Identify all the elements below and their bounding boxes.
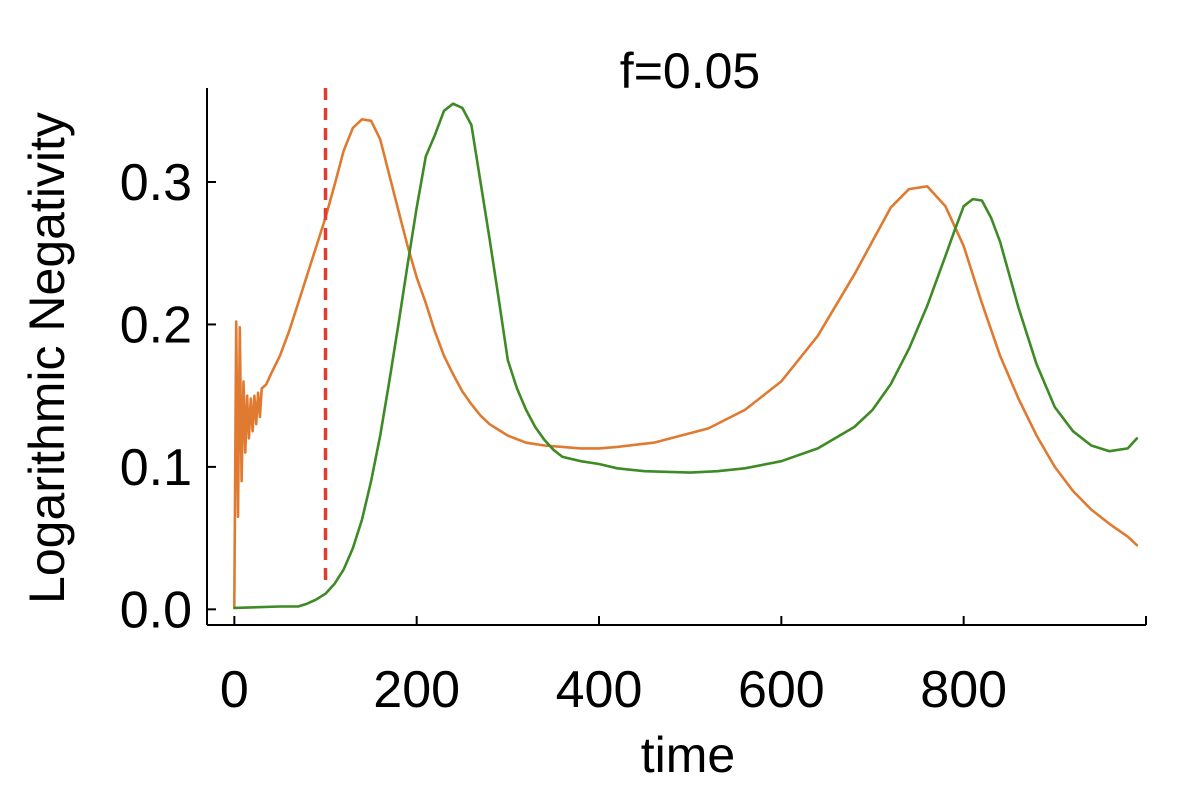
x-tick-label: 600 <box>738 661 825 719</box>
x-tick-label: 800 <box>920 661 1007 719</box>
series-line-2 <box>233 102 1139 610</box>
ticks: 0 200 400 600 800 0.0 0.1 0.2 0.3 <box>120 154 1147 719</box>
x-axis-label: time <box>641 727 735 783</box>
y-tick-label: 0.3 <box>120 154 192 212</box>
y-tick-label: 0.0 <box>120 581 192 639</box>
axes <box>206 88 1146 626</box>
y-tick-label: 0.2 <box>120 296 192 354</box>
y-tick-label: 0.1 <box>120 439 192 497</box>
x-tick-label: 0 <box>220 661 249 719</box>
chart-title: f=0.05 <box>620 43 760 99</box>
x-tick-label: 400 <box>556 661 643 719</box>
y-axis-label: Logarithmic Negativity <box>19 112 75 604</box>
series-layer <box>233 102 1139 610</box>
x-tick-label: 200 <box>373 661 460 719</box>
series-line-1 <box>233 118 1139 608</box>
